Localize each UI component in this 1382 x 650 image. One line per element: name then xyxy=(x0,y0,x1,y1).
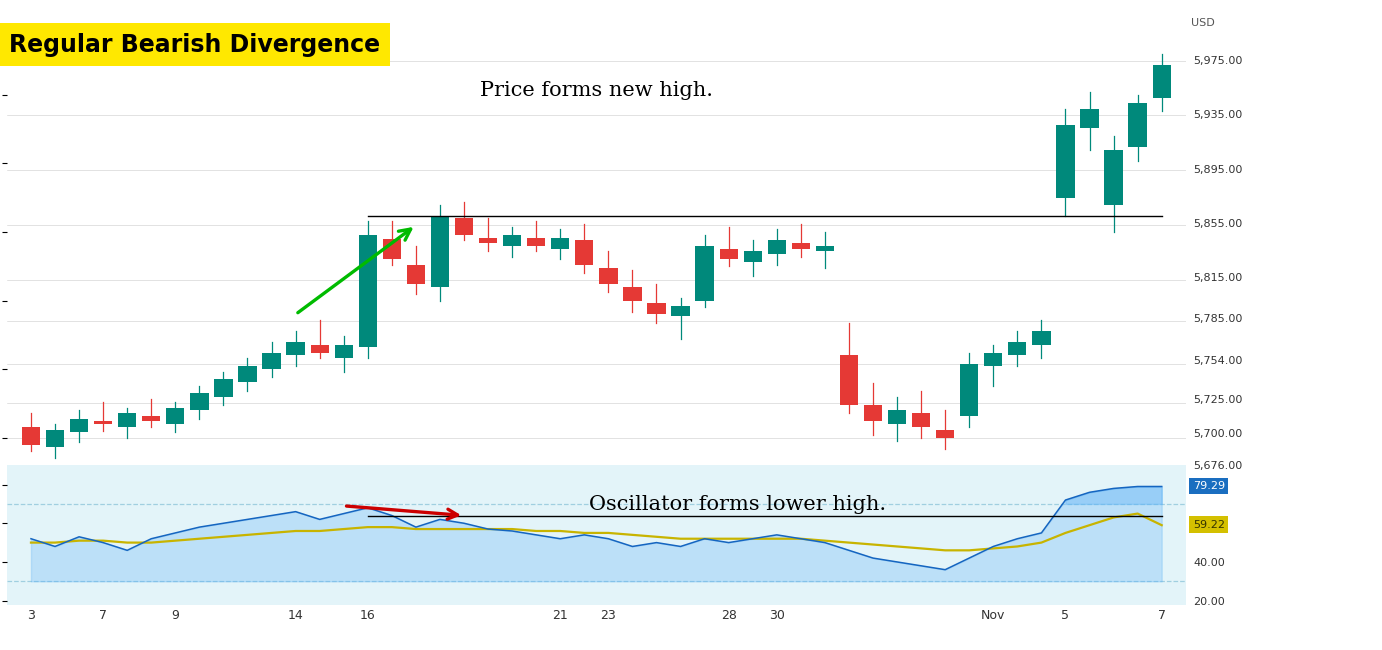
Bar xyxy=(1104,150,1122,205)
Bar xyxy=(767,240,786,254)
Bar xyxy=(720,248,738,259)
Bar xyxy=(1009,342,1027,356)
Bar xyxy=(887,410,907,424)
Bar xyxy=(214,379,232,396)
Bar xyxy=(191,393,209,410)
Bar xyxy=(166,408,184,424)
Bar xyxy=(1081,109,1099,128)
Bar xyxy=(695,246,713,301)
Bar xyxy=(984,353,1002,367)
Bar xyxy=(406,265,426,284)
Bar xyxy=(70,419,88,432)
Bar xyxy=(864,405,882,421)
Bar xyxy=(575,240,593,265)
Bar xyxy=(1129,103,1147,147)
Bar xyxy=(1032,331,1050,345)
Bar xyxy=(912,413,930,427)
Bar xyxy=(117,413,137,427)
Bar xyxy=(263,353,281,369)
Bar xyxy=(22,427,40,445)
Text: USD: USD xyxy=(1191,18,1215,28)
Bar xyxy=(94,421,112,424)
Bar xyxy=(286,342,305,356)
Text: 59.22: 59.22 xyxy=(1193,520,1224,530)
Bar xyxy=(936,430,955,438)
Bar xyxy=(480,237,498,243)
Bar xyxy=(960,364,978,416)
Bar xyxy=(600,268,618,284)
Bar xyxy=(311,344,329,353)
Bar xyxy=(1153,65,1171,98)
Text: Price forms new high.: Price forms new high. xyxy=(480,81,713,100)
Bar xyxy=(815,246,833,252)
Bar xyxy=(840,356,858,405)
Bar xyxy=(455,218,473,235)
Bar xyxy=(503,235,521,246)
Bar xyxy=(551,237,569,248)
Bar xyxy=(647,304,666,315)
Bar xyxy=(142,416,160,421)
Bar xyxy=(46,430,64,447)
Bar xyxy=(359,235,377,347)
Bar xyxy=(744,252,761,262)
Text: Regular Bearish Divergence: Regular Bearish Divergence xyxy=(10,33,380,57)
Text: 79.29: 79.29 xyxy=(1193,481,1224,491)
Bar xyxy=(238,367,257,382)
Bar xyxy=(672,306,690,316)
Bar xyxy=(383,239,401,259)
Bar xyxy=(334,344,352,358)
Bar xyxy=(623,287,641,301)
Bar xyxy=(527,237,546,246)
Bar xyxy=(1056,125,1075,198)
Text: Oscillator forms lower high.: Oscillator forms lower high. xyxy=(589,495,886,514)
Bar xyxy=(431,216,449,287)
Bar xyxy=(792,243,810,248)
